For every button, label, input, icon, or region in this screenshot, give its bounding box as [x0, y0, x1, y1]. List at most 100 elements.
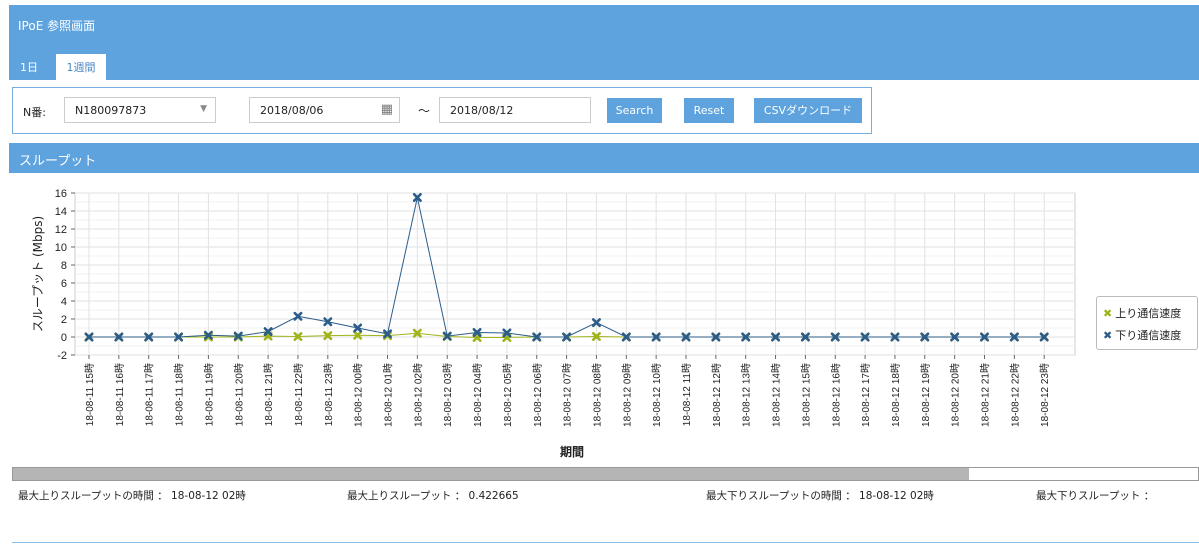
filter-panel: N番: N180097873 ▼ 2018/08/06 ▦ ～ 2018/08/… — [12, 87, 872, 134]
x-tick-label: 18-08-12 21時 — [980, 363, 992, 427]
x-tick-label: 18-08-11 16時 — [114, 363, 126, 426]
x-tick-label: 18-08-12 14時 — [771, 363, 783, 427]
date-from-input[interactable]: 2018/08/06 ▦ — [249, 97, 400, 123]
download-data-point[interactable] — [741, 332, 751, 342]
download-data-point[interactable] — [562, 332, 572, 342]
legend-label-download: 下り通信速度 — [1115, 329, 1182, 342]
download-data-point[interactable] — [263, 327, 273, 337]
download-data-point[interactable] — [711, 332, 721, 342]
download-data-point[interactable] — [502, 328, 512, 338]
x-tick-label: 18-08-12 09時 — [621, 363, 633, 427]
date-to-input[interactable]: 2018/08/12 — [439, 97, 591, 123]
section-title: スループット — [19, 154, 97, 169]
x-tick-label: 18-08-12 11時 — [681, 363, 693, 426]
download-data-point[interactable] — [382, 329, 393, 339]
download-data-point[interactable] — [233, 331, 243, 341]
download-data-point[interactable] — [591, 318, 601, 328]
download-data-point[interactable] — [950, 332, 960, 342]
tab-1week[interactable]: 1週間 — [56, 54, 106, 80]
n-number-label: N番: — [23, 106, 46, 119]
date-from-value: 2018/08/06 — [260, 104, 324, 117]
download-data-point[interactable] — [353, 323, 363, 333]
max-up-value: 最大上りスループット ： 0.422665 — [347, 490, 519, 502]
download-data-point[interactable] — [1009, 332, 1019, 342]
max-down-value: 最大下りスループット ： — [1036, 490, 1155, 502]
footer-divider — [12, 542, 1199, 543]
csv-download-button[interactable]: CSVダウンロード — [754, 98, 862, 123]
tab-1day[interactable]: 1日 — [20, 61, 38, 74]
x-tick-label: 18-08-12 13時 — [741, 363, 753, 427]
download-data-point[interactable] — [890, 332, 900, 342]
download-data-point[interactable] — [203, 330, 213, 340]
download-data-point[interactable] — [174, 332, 184, 342]
x-tick-label: 18-08-12 02時 — [412, 363, 424, 427]
app-title: IPoE 参照画面 — [18, 19, 96, 33]
download-data-point[interactable] — [621, 332, 631, 342]
x-tick-label: 18-08-12 16時 — [830, 363, 842, 427]
download-data-point[interactable] — [472, 328, 482, 337]
chart-scrollbar[interactable] — [12, 467, 1199, 481]
date-to-value: 2018/08/12 — [450, 104, 514, 117]
y-tick-label: -2 — [57, 350, 67, 362]
download-data-point[interactable] — [114, 332, 124, 342]
download-data-point[interactable] — [830, 332, 840, 342]
legend-label-upload: 上り通信速度 — [1115, 307, 1182, 320]
download-data-point[interactable] — [412, 192, 422, 203]
download-data-point[interactable] — [860, 332, 870, 342]
legend-item-download[interactable]: ✖ 下り通信速度 — [1103, 327, 1181, 343]
search-button[interactable]: Search — [607, 98, 662, 123]
x-tick-label: 18-08-12 07時 — [562, 363, 574, 427]
app-header: IPoE 参照画面 1日 1週間 — [9, 5, 1199, 80]
download-data-point[interactable] — [771, 332, 781, 342]
download-data-point[interactable] — [323, 317, 333, 327]
x-tick-label: 18-08-12 18時 — [890, 363, 902, 427]
x-tick-label: 18-08-12 22時 — [1009, 363, 1021, 427]
x-tick-label: 18-08-12 08時 — [591, 363, 603, 427]
x-tick-label: 18-08-11 23時 — [323, 363, 335, 426]
max-up-time: 最大上りスループットの時間 ： 18-08-12 02時 — [18, 490, 246, 502]
scrollbar-thumb[interactable] — [13, 468, 969, 480]
download-data-point[interactable] — [651, 332, 661, 342]
download-data-point[interactable] — [979, 332, 990, 342]
x-tick-label: 18-08-12 03時 — [442, 363, 454, 427]
download-data-point[interactable] — [681, 332, 691, 342]
x-tick-label: 18-08-12 01時 — [383, 363, 395, 427]
x-tick-label: 18-08-12 20時 — [950, 363, 962, 427]
upload-data-point[interactable] — [293, 332, 303, 342]
calendar-icon[interactable]: ▦ — [380, 102, 393, 117]
y-tick-label: 14 — [55, 206, 67, 218]
x-tick-label: 18-08-12 17時 — [860, 363, 872, 427]
y-tick-label: 10 — [55, 242, 67, 254]
x-tick-label: 18-08-12 05時 — [502, 363, 514, 427]
download-data-point[interactable] — [442, 331, 452, 341]
x-tick-label: 18-08-12 04時 — [472, 363, 484, 427]
download-data-point[interactable] — [800, 332, 810, 342]
x-tick-label: 18-08-11 15時 — [84, 363, 96, 426]
download-data-point[interactable] — [84, 332, 94, 342]
upload-data-point[interactable] — [591, 332, 601, 342]
n-number-select[interactable]: N180097873 ▼ — [64, 97, 216, 123]
x-tick-label: 18-08-11 22時 — [293, 363, 305, 426]
x-tick-label: 18-08-12 12時 — [711, 363, 723, 427]
download-data-point[interactable] — [920, 332, 930, 342]
y-tick-label: 12 — [55, 224, 67, 236]
download-data-point[interactable] — [532, 332, 542, 342]
max-down-time: 最大下りスループットの時間 ： 18-08-12 02時 — [706, 490, 934, 502]
upload-marker-icon: ✖ — [1103, 307, 1113, 320]
upload-data-point[interactable] — [323, 331, 333, 341]
x-tick-label: 18-08-11 18時 — [174, 363, 186, 426]
y-tick-label: 2 — [61, 314, 67, 326]
upload-data-point[interactable] — [412, 328, 422, 338]
upload-data-point[interactable] — [353, 330, 363, 340]
download-data-point[interactable] — [293, 311, 303, 321]
reset-button[interactable]: Reset — [684, 98, 734, 123]
download-marker-icon: ✖ — [1103, 329, 1113, 342]
y-tick-label: 4 — [61, 296, 67, 308]
download-data-point[interactable] — [144, 332, 154, 342]
x-tick-label: 18-08-11 19時 — [203, 363, 215, 426]
legend-item-upload[interactable]: ✖ 上り通信速度 — [1103, 305, 1181, 321]
download-data-point[interactable] — [1039, 332, 1049, 342]
y-axis-label: スループット (Mbps) — [31, 216, 45, 332]
y-tick-label: 16 — [55, 188, 67, 200]
x-tick-label: 18-08-11 17時 — [144, 363, 156, 426]
